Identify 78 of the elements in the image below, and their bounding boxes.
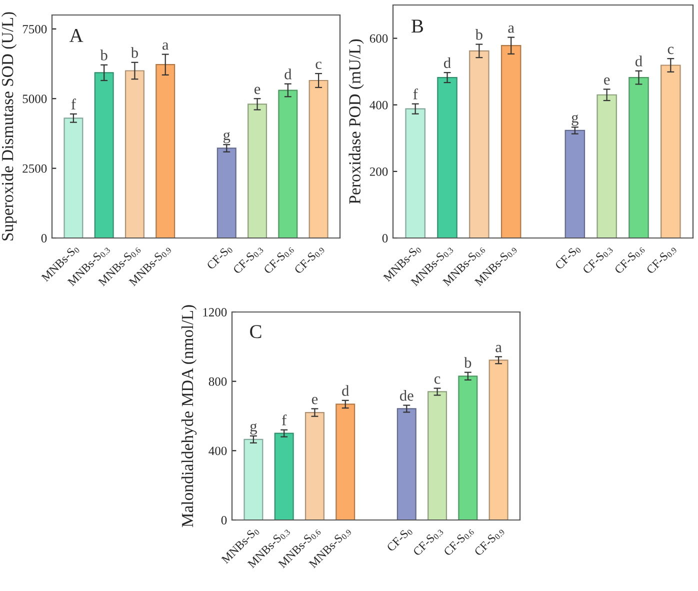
y-tick-label: 0 (221, 516, 227, 524)
annotation: A (69, 29, 84, 42)
bar (156, 64, 176, 238)
bar (278, 90, 298, 238)
annotation: g (572, 114, 578, 126)
bar (274, 432, 294, 520)
annotation: B (412, 20, 424, 33)
bar (216, 148, 236, 238)
bar (244, 438, 264, 520)
x-tick-label: CF-S$_{0.6}$ (443, 526, 474, 558)
annotation: a (496, 344, 502, 352)
bar (64, 118, 84, 238)
x-tick-label: CF-S$_{0.9}$ (646, 244, 678, 276)
bar (124, 70, 144, 238)
y-tick-label: 7500 (22, 24, 47, 34)
annotation: a (162, 42, 169, 50)
annotation: b (475, 29, 482, 40)
x-tick-label: CF-S$_{0}$ (206, 244, 234, 272)
x-tick-label: CF-S$_{0.3}$ (232, 244, 264, 276)
x-tick-label: CF-S$_{0.3}$ (582, 244, 614, 276)
y-tick-label: 400 (370, 100, 388, 110)
x-tick-label: CF-S$_{0.6}$ (263, 244, 294, 276)
bar (488, 360, 508, 520)
y-axis-title: Malondialdehyde MDA (nmol/L) (181, 305, 197, 528)
annotation: g (223, 132, 230, 144)
y-tick-label: 2500 (22, 164, 47, 173)
bar (660, 64, 681, 238)
annotation: a (508, 25, 514, 33)
x-tick-label: CF-S$_{0.3}$ (412, 526, 444, 558)
y-axis-title: Superoxide Dismutase SOD (U/L) (1, 12, 17, 240)
annotation: b (130, 47, 138, 58)
bar (308, 80, 328, 238)
x-tick-label: CF-S$_{0.6}$ (614, 244, 646, 276)
annotation: g (250, 423, 257, 435)
annotation: e (604, 77, 610, 85)
x-tick-label: CF-S$_{0.9}$ (294, 244, 326, 276)
x-tick-label: CF-S$_{0}$ (554, 244, 582, 272)
y-tick-label: 5000 (22, 94, 47, 104)
y-tick-label: 1200 (203, 308, 227, 316)
annotation: c (434, 376, 440, 384)
y-tick-label: 600 (370, 34, 388, 43)
bar (304, 412, 324, 520)
bar (564, 130, 586, 238)
annotation: b (100, 50, 108, 60)
annotation: C (250, 325, 262, 338)
annotation: e (254, 86, 260, 94)
bar (396, 408, 416, 520)
y-tick-label: 0 (382, 234, 388, 242)
y-axis-title: Peroxidase POD (mU/L) (348, 39, 364, 204)
annotation: b (464, 357, 472, 368)
y-tick-label: 0 (41, 234, 47, 242)
bar (248, 104, 268, 238)
bar (458, 376, 478, 520)
y-tick-label: 400 (208, 446, 227, 456)
bar (336, 404, 356, 520)
bar (437, 77, 458, 238)
bar (500, 45, 522, 238)
annotation: f (413, 88, 418, 100)
annotation: d (444, 57, 451, 68)
annotation: f (71, 98, 76, 110)
annotation: d (284, 68, 292, 80)
annotation: c (668, 46, 674, 54)
x-tick-label: CF-S$_{0}$ (386, 526, 414, 554)
bar (405, 108, 426, 238)
annotation: d (342, 385, 349, 396)
annotation: f (282, 414, 287, 426)
bar (596, 94, 617, 238)
annotation: c (316, 62, 322, 70)
bar (94, 72, 114, 238)
bar (428, 391, 448, 520)
y-tick-label: 800 (208, 377, 227, 386)
annotation: d (635, 56, 642, 66)
y-tick-label: 200 (370, 167, 388, 176)
bar (469, 50, 490, 238)
annotation: e (312, 396, 318, 404)
bar (628, 77, 649, 238)
annotation: de (400, 390, 414, 401)
x-tick-label: CF-S$_{0.9}$ (474, 526, 506, 558)
